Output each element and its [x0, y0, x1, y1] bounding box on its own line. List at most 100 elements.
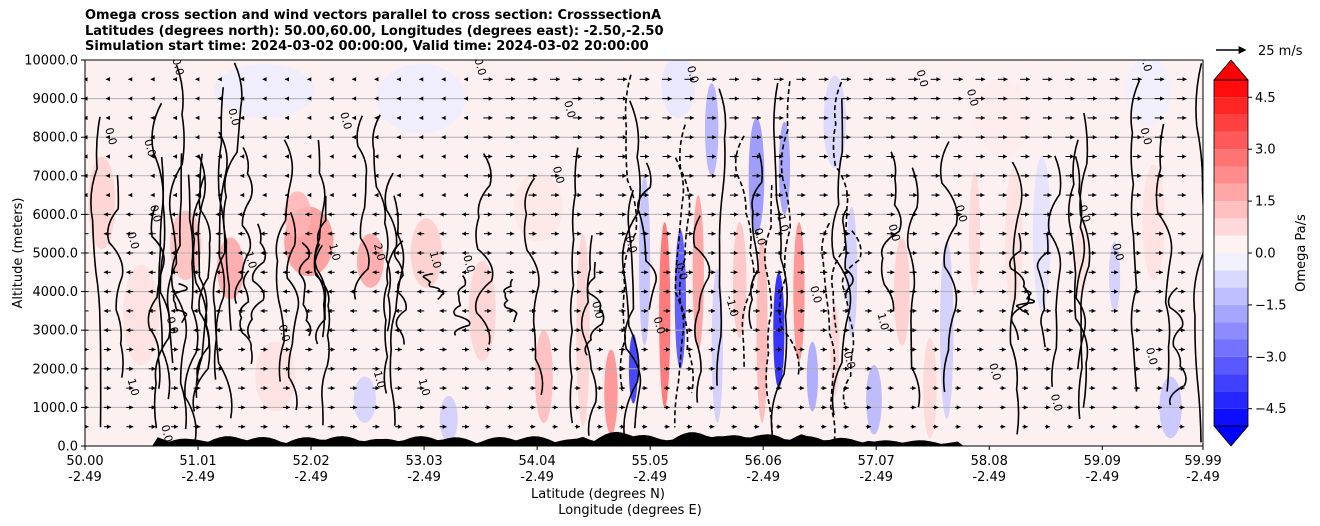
- contour-line: [222, 62, 243, 331]
- colorbar-band: [1214, 201, 1248, 219]
- wind-vector: [1087, 115, 1097, 121]
- wind-vector: [1111, 308, 1118, 314]
- wind-vector: [350, 405, 358, 410]
- wind-vector: [195, 77, 200, 82]
- wind-vector: [552, 405, 558, 410]
- wind-vector: [396, 192, 401, 198]
- wind-vector: [662, 192, 672, 198]
- wind-vector: [1109, 77, 1120, 82]
- wind-vector: [752, 192, 761, 198]
- wind-vector: [350, 231, 358, 236]
- wind-vector: [975, 77, 986, 82]
- wind-vector: [441, 115, 446, 121]
- wind-vector: [441, 96, 446, 101]
- wind-vector: [909, 250, 917, 256]
- wind-vector: [953, 77, 963, 82]
- wind-vector: [1021, 289, 1029, 294]
- wind-vector: [260, 212, 268, 217]
- wind-vector: [305, 424, 313, 429]
- wind-vector: [282, 231, 290, 236]
- wind-vector: [215, 212, 223, 217]
- wind-vector: [103, 231, 111, 236]
- wind-vector: [396, 173, 401, 178]
- wind-vector: [574, 424, 581, 429]
- wind-vector: [797, 328, 805, 333]
- wind-vector: [506, 192, 515, 198]
- wind-vector: [1021, 212, 1030, 217]
- wind-vector: [662, 212, 671, 217]
- wind-vector: [505, 154, 515, 159]
- wind-vector: [171, 212, 179, 217]
- wind-vector: [820, 308, 827, 314]
- wind-vector: [1178, 270, 1186, 275]
- x-axis-label-lon: Longitude (degrees E): [558, 503, 702, 518]
- wind-vector: [150, 135, 155, 140]
- wind-vector: [662, 154, 672, 159]
- wind-vector: [439, 405, 447, 410]
- wind-vector: [864, 270, 873, 275]
- wind-vector: [262, 77, 267, 82]
- wind-vector: [909, 231, 918, 236]
- wind-vector: [953, 192, 963, 198]
- wind-vector: [193, 270, 201, 275]
- contour-line: [1067, 139, 1089, 408]
- wind-vector: [776, 424, 782, 429]
- wind-vector: [1110, 231, 1119, 236]
- contour-labels: 0.0 0.0 0.0 0.0 0.0 0.0 1.0 0.0 0.0 1.0 1.0 0.0 2.0 0…: [102, 60, 1160, 444]
- wind-vector: [193, 405, 201, 410]
- contour-line: [234, 147, 253, 304]
- wind-vector: [863, 115, 874, 121]
- wind-vector: [752, 154, 761, 159]
- wind-vector: [1132, 115, 1142, 121]
- wind-vector: [217, 115, 222, 121]
- colorbar-extend-max: [1213, 59, 1249, 81]
- colorbar-band: [1214, 322, 1248, 340]
- wind-vector: [708, 270, 716, 275]
- wind-vector: [193, 289, 201, 294]
- wind-vector: [1066, 250, 1074, 256]
- contour-line: [1193, 63, 1203, 443]
- wind-vector: [529, 385, 536, 391]
- y-tick-label: 10000.0: [24, 54, 78, 69]
- wind-vector: [841, 135, 851, 140]
- wind-vector: [260, 270, 268, 275]
- wind-vector: [820, 347, 827, 352]
- wind-vector: [685, 173, 694, 178]
- wind-vector: [1156, 328, 1163, 333]
- wind-vector: [439, 347, 447, 352]
- wind-vector: [1177, 115, 1187, 121]
- wind-vector: [730, 231, 738, 236]
- wind-vector: [1132, 135, 1142, 140]
- wind-vector: [731, 385, 737, 391]
- wind-vector: [262, 115, 267, 121]
- wind-vector: [327, 424, 335, 429]
- wind-vector: [260, 231, 268, 236]
- wind-vector: [485, 385, 491, 391]
- quiver-key-label: 25 m/s: [1258, 44, 1303, 59]
- contour-label: 0.0: [1143, 346, 1160, 366]
- wind-vector: [462, 270, 470, 275]
- wind-vector: [394, 385, 402, 391]
- wind-vector: [103, 328, 111, 333]
- wind-vector: [975, 115, 985, 121]
- contour-label: 0.0: [651, 315, 668, 335]
- wind-vector: [217, 154, 222, 159]
- wind-vector: [931, 135, 941, 140]
- wind-vector: [910, 385, 917, 391]
- wind-vector: [396, 154, 401, 159]
- wind-vector: [1087, 135, 1097, 140]
- wind-vector: [908, 154, 918, 159]
- wind-vector: [596, 366, 603, 371]
- wind-vector: [843, 405, 849, 410]
- wind-vector: [908, 135, 918, 140]
- wind-vector: [126, 289, 134, 294]
- wind-vector: [215, 385, 223, 391]
- wind-vector: [640, 154, 649, 159]
- wind-vector: [572, 135, 582, 140]
- wind-vector: [419, 135, 424, 140]
- wind-vector: [193, 250, 201, 256]
- wind-vector: [998, 250, 1007, 256]
- wind-vector: [596, 289, 604, 294]
- omega-cell: [778, 121, 791, 215]
- wind-vector: [976, 173, 985, 178]
